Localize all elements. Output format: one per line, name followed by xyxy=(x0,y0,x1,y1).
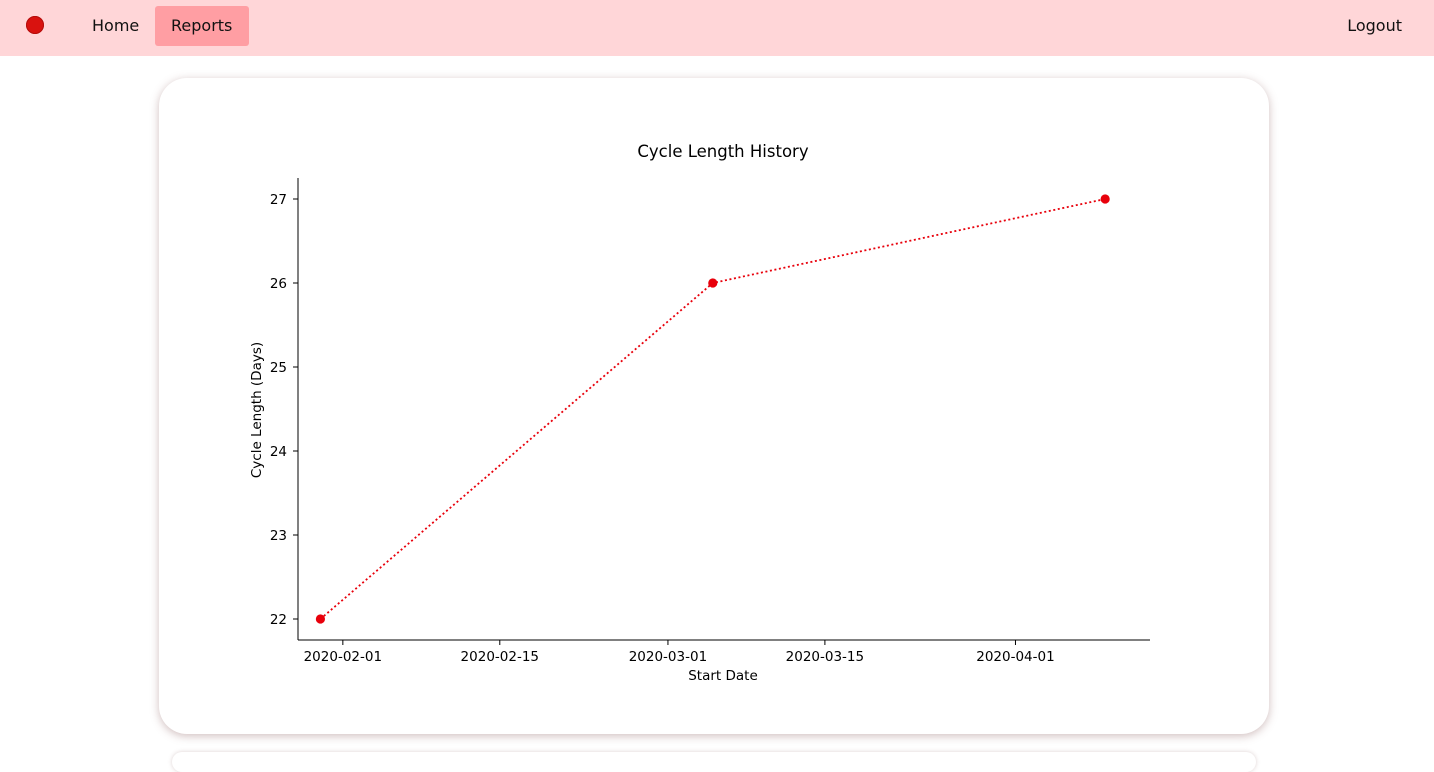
y-tick-label: 27 xyxy=(270,192,287,208)
nav-reports-link[interactable]: Reports xyxy=(155,6,249,46)
data-point xyxy=(708,278,718,288)
chart-title: Cycle Length History xyxy=(637,142,808,161)
y-tick-label: 24 xyxy=(270,444,287,460)
data-point xyxy=(315,614,326,624)
x-tick-label: 2020-03-01 xyxy=(629,649,707,665)
series-line xyxy=(319,198,1106,620)
y-tick-label: 23 xyxy=(270,528,287,544)
x-tick-label: 2020-04-01 xyxy=(976,649,1054,665)
x-tick-label: 2020-02-15 xyxy=(461,649,539,665)
y-tick-label: 26 xyxy=(270,276,287,292)
data-point xyxy=(1100,194,1110,204)
y-tick-label: 22 xyxy=(270,612,287,628)
chart-card: Cycle Length History Start Date Cycle Le… xyxy=(159,78,1269,734)
cycle-length-chart: Cycle Length History Start Date Cycle Le… xyxy=(249,142,1150,684)
secondary-card xyxy=(172,752,1256,772)
nav-logout-link[interactable]: Logout xyxy=(1347,16,1402,35)
navbar: Home Reports Logout xyxy=(0,0,1434,56)
logo-icon[interactable] xyxy=(26,16,44,34)
x-tick-label: 2020-03-15 xyxy=(786,649,864,665)
y-axis-label: Cycle Length (Days) xyxy=(249,342,265,478)
x-axis-label: Start Date xyxy=(688,668,758,684)
nav-home-link[interactable]: Home xyxy=(92,16,140,35)
x-tick-label: 2020-02-01 xyxy=(304,649,382,665)
y-tick-label: 25 xyxy=(270,360,287,376)
